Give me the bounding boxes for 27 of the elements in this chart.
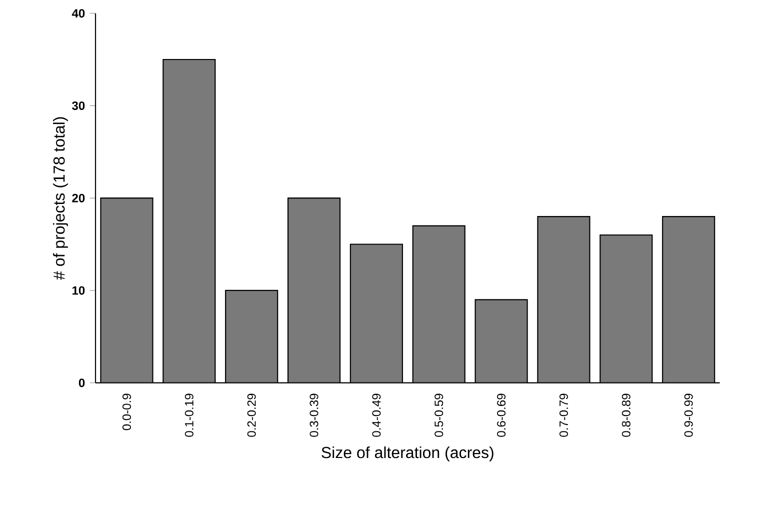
y-tick-label: 30 (72, 101, 85, 110)
bar (412, 226, 465, 383)
y-tick-label: 10 (72, 286, 85, 295)
bar (662, 216, 716, 383)
bar (100, 198, 153, 383)
x-tick-label: 0.8-0.89 (622, 394, 630, 437)
x-tick-label: 0.6-0.69 (497, 394, 506, 437)
bar (538, 216, 590, 383)
y-axis-title: # of projects (178 total) (53, 117, 68, 280)
x-tick-label: 0.5-0.59 (434, 394, 444, 437)
x-tick-label: 0.1-0.19 (184, 394, 194, 437)
y-tick-label: 40 (72, 8, 85, 18)
x-tick-label: 0.4-0.49 (372, 394, 381, 437)
bar (288, 198, 340, 383)
y-tick-label: 20 (72, 194, 85, 202)
y-tick-label: 0 (78, 378, 85, 387)
x-tick-label: 0.3-0.39 (310, 394, 318, 437)
x-tick-label: 0.9-0.99 (684, 394, 693, 437)
x-axis-title: Size of alteration (acres) (322, 446, 494, 462)
bar (350, 244, 402, 383)
x-tick-label: 0.2-0.29 (247, 394, 256, 437)
bar (226, 290, 278, 383)
x-tick-label: 0.0-0.9 (122, 394, 131, 430)
x-tick-label: 0.7-0.79 (559, 394, 568, 437)
bar (163, 59, 216, 383)
bar (600, 234, 652, 383)
bar (475, 300, 528, 383)
